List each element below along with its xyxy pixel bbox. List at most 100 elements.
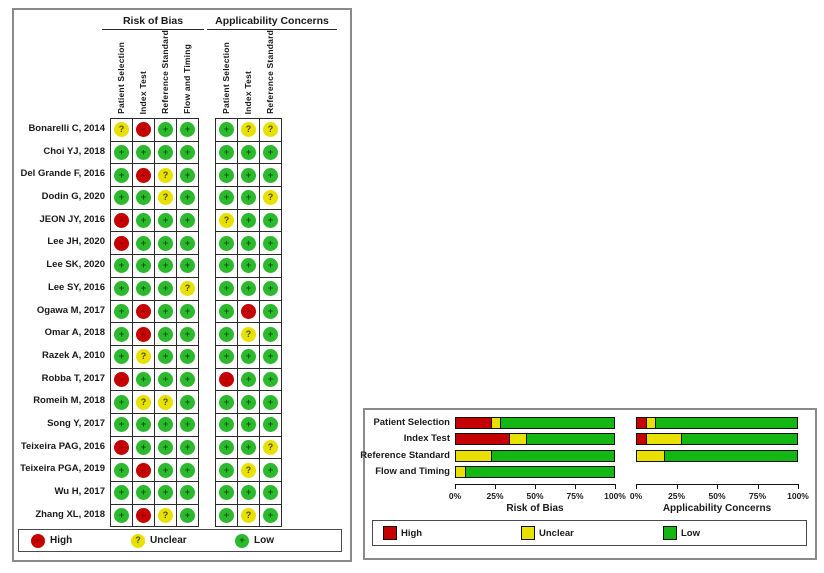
low-judgement-icon: + xyxy=(180,508,195,524)
judgement-cell: - xyxy=(133,504,155,528)
judgement-row: +?? xyxy=(216,119,282,142)
x-axis-tick xyxy=(717,484,718,489)
low-judgement-icon: + xyxy=(219,508,234,524)
low-judgement-icon: + xyxy=(136,371,151,387)
high-judgement-icon: - xyxy=(136,167,151,183)
low-judgement-icon: + xyxy=(180,235,195,251)
judgement-cell: + xyxy=(133,141,155,165)
bar-segment-high xyxy=(637,418,646,428)
low-judgement-icon: + xyxy=(263,235,278,251)
high-judgement-icon: - xyxy=(114,235,129,251)
judgement-cell: + xyxy=(111,504,133,528)
judgement-cell: ? xyxy=(216,209,238,233)
low-judgement-icon: + xyxy=(241,258,256,274)
unclear-judgement-icon: ? xyxy=(263,439,278,455)
low-judgement-icon: + xyxy=(241,213,256,229)
unclear-judgement-icon: ? xyxy=(158,167,173,183)
x-axis-tick-label: 100% xyxy=(787,491,809,501)
judgement-cell: ? xyxy=(133,345,155,369)
low-judgement-icon: + xyxy=(114,190,129,206)
judgement-cell: + xyxy=(177,368,199,392)
study-label: Teixeira PGA, 2019 xyxy=(20,463,105,475)
legend-item-low: + Low xyxy=(235,530,274,551)
judgement-row: + + + xyxy=(216,255,282,278)
unclear-judgement-icon: ? xyxy=(158,394,173,410)
high-judgement-icon: - xyxy=(114,439,129,455)
low-judgement-icon: + xyxy=(219,122,234,138)
judgement-cell: + xyxy=(111,345,133,369)
low-judgement-icon: + xyxy=(241,235,256,251)
low-judgement-icon: + xyxy=(241,167,256,183)
low-judgement-icon: + xyxy=(180,439,195,455)
judgement-row: +? + xyxy=(216,323,282,346)
judgement-cell: + xyxy=(238,413,260,437)
low-judgement-icon: + xyxy=(219,145,234,161)
low-judgement-icon: + xyxy=(241,371,256,387)
low-judgement-icon: + xyxy=(158,417,173,433)
judgement-cell: + xyxy=(216,300,238,324)
bar-segment-low xyxy=(526,434,614,444)
judgement-cell: ? xyxy=(260,436,282,460)
judgement-cell: + xyxy=(238,232,260,256)
legend-label: High xyxy=(50,535,73,546)
low-judgement-icon: + xyxy=(114,326,129,342)
study-labels: Bonarelli C, 2014 Choi YJ, 2018 Del Grande… xyxy=(14,118,105,526)
low-judgement-icon: + xyxy=(263,303,278,319)
low-judgement-icon: + xyxy=(219,326,234,342)
low-judgement-icon: + xyxy=(114,258,129,274)
x-axis-tick xyxy=(495,484,496,489)
high-judgement-icon: - xyxy=(114,213,129,229)
judgement-cell: + xyxy=(155,323,177,346)
judgement-cell: + xyxy=(216,504,238,528)
judgement-cell: - xyxy=(133,119,155,142)
low-judgement-icon: + xyxy=(219,190,234,206)
legend-label: Low xyxy=(254,535,274,546)
low-judgement-icon: + xyxy=(158,349,173,365)
judgement-row: + + + xyxy=(216,482,282,505)
low-judgement-icon: + xyxy=(180,167,195,183)
judgement-cell: + xyxy=(260,504,282,528)
study-label: Ogawa M, 2017 xyxy=(36,304,105,316)
column-label: Patient Selection xyxy=(115,42,126,114)
judgement-cell: - xyxy=(133,164,155,188)
judgement-cell: + xyxy=(177,255,199,278)
study-label: Choi YJ, 2018 xyxy=(43,145,105,157)
judgement-cell: ? xyxy=(177,277,199,301)
judgement-cell: + xyxy=(155,482,177,505)
x-axis-tick xyxy=(455,484,456,489)
risk-of-bias-header: Risk of Bias xyxy=(102,15,204,30)
low-judgement-icon: + xyxy=(219,394,234,410)
x-axis-tick-label: 75% xyxy=(748,491,766,501)
judgement-cell: + xyxy=(238,164,260,188)
unclear-judgement-icon: ? xyxy=(241,122,256,138)
unclear-judgement-icon: ? xyxy=(136,349,151,365)
judgement-cell: + xyxy=(155,119,177,142)
judgement-cell: + xyxy=(238,255,260,278)
low-judgement-icon: + xyxy=(158,371,173,387)
x-axis-tick xyxy=(535,484,536,489)
low-judgement-icon: + xyxy=(136,190,151,206)
judgement-cell: + xyxy=(260,459,282,482)
column-labels: Patient Selection Index Test Reference Sta… xyxy=(14,10,350,114)
judgement-cell: + xyxy=(111,164,133,188)
stacked-bar xyxy=(455,433,615,445)
x-axis-tick-label: 100% xyxy=(604,491,626,501)
judgement-cell: + xyxy=(260,141,282,165)
bar-segment-unclear xyxy=(645,434,682,444)
judgement-cell: ? xyxy=(238,119,260,142)
judgement-row: + - + + xyxy=(111,323,199,346)
judgement-cell: + xyxy=(177,323,199,346)
low-judgement-icon: + xyxy=(114,281,129,297)
judgement-row: + - + + xyxy=(111,459,199,482)
column-label: Patient Selection xyxy=(220,42,231,114)
judgement-row: + +? + xyxy=(111,187,199,210)
x-axis-tick xyxy=(757,484,759,489)
low-judgement-icon: + xyxy=(136,145,151,161)
judgement-row: + - + xyxy=(216,300,282,324)
bar-category-label: Flow and Timing xyxy=(375,466,450,477)
low-judgement-icon: + xyxy=(136,485,151,501)
low-judgement-icon: + xyxy=(263,462,278,478)
bar-segment-unclear xyxy=(456,467,465,477)
judgement-cell: + xyxy=(177,300,199,324)
bar-category-label: Reference Standard xyxy=(360,450,450,461)
